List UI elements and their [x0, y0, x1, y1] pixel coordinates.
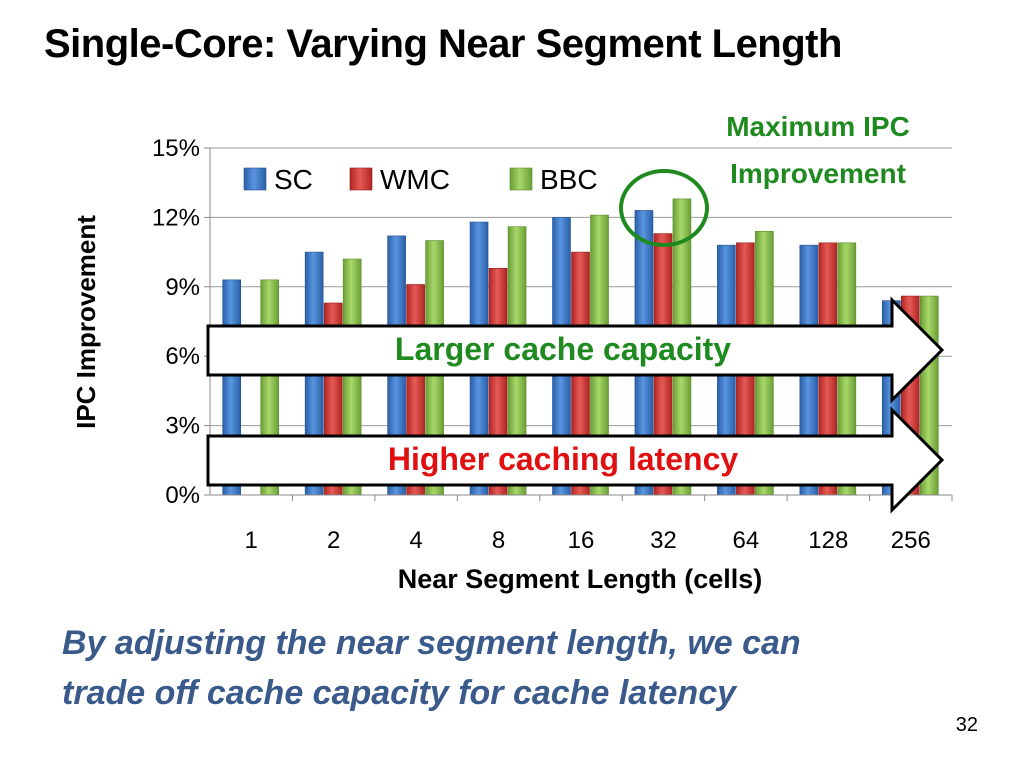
- legend-label-bbc: BBC: [540, 164, 598, 195]
- legend-label-sc: SC: [274, 164, 313, 195]
- y-tick-label: 9%: [165, 274, 200, 301]
- max-ipc-label-line2: Improvement: [730, 158, 906, 189]
- x-tick-label: 2: [327, 527, 340, 554]
- x-tick-label: 8: [492, 527, 505, 554]
- slide-title: Single-Core: Varying Near Segment Length: [44, 22, 842, 66]
- x-tick-labels: 1 2 4 8 16 32 64 128 256: [245, 527, 931, 554]
- legend-swatch-bbc: [509, 167, 533, 191]
- takeaway-text: By adjusting the near segment length, we…: [62, 618, 962, 718]
- x-axis-label: Near Segment Length (cells): [398, 564, 763, 594]
- y-tick-label: 0%: [165, 482, 200, 509]
- arrow-higher-latency: Higher caching latency: [206, 406, 945, 514]
- arrow-capacity-label: Larger cache capacity: [395, 331, 731, 367]
- x-tick-label: 128: [808, 527, 848, 554]
- takeaway-line-1: By adjusting the near segment length, we…: [62, 624, 801, 662]
- legend: SC WMC BBC: [243, 164, 598, 195]
- takeaway-line-2: trade off cache capacity for cache laten…: [62, 674, 737, 712]
- legend-label-wmc: WMC: [380, 164, 450, 195]
- legend-swatch-sc: [243, 167, 267, 191]
- x-tick-label: 16: [568, 527, 595, 554]
- y-tick-labels: 0% 3% 6% 9% 12% 15%: [152, 135, 200, 509]
- x-tick-label: 64: [733, 527, 760, 554]
- y-tick-label: 12%: [152, 204, 200, 231]
- x-tick-label: 32: [650, 527, 677, 554]
- x-tick-label: 1: [245, 527, 258, 554]
- arrow-larger-capacity: Larger cache capacity: [206, 296, 945, 404]
- y-axis-label: IPC Improvement: [71, 215, 101, 429]
- y-tick-label: 6%: [165, 343, 200, 370]
- max-ipc-highlight-circle: [619, 169, 709, 247]
- legend-swatch-wmc: [349, 167, 373, 191]
- x-tick-label: 4: [409, 527, 422, 554]
- y-tick-label: 3%: [165, 413, 200, 440]
- y-tick-label: 15%: [152, 135, 200, 162]
- max-ipc-label-line1: Maximum IPC: [726, 111, 910, 142]
- arrow-latency-label: Higher caching latency: [388, 441, 739, 477]
- page-number: 32: [955, 714, 978, 736]
- x-tick-label: 256: [891, 527, 931, 554]
